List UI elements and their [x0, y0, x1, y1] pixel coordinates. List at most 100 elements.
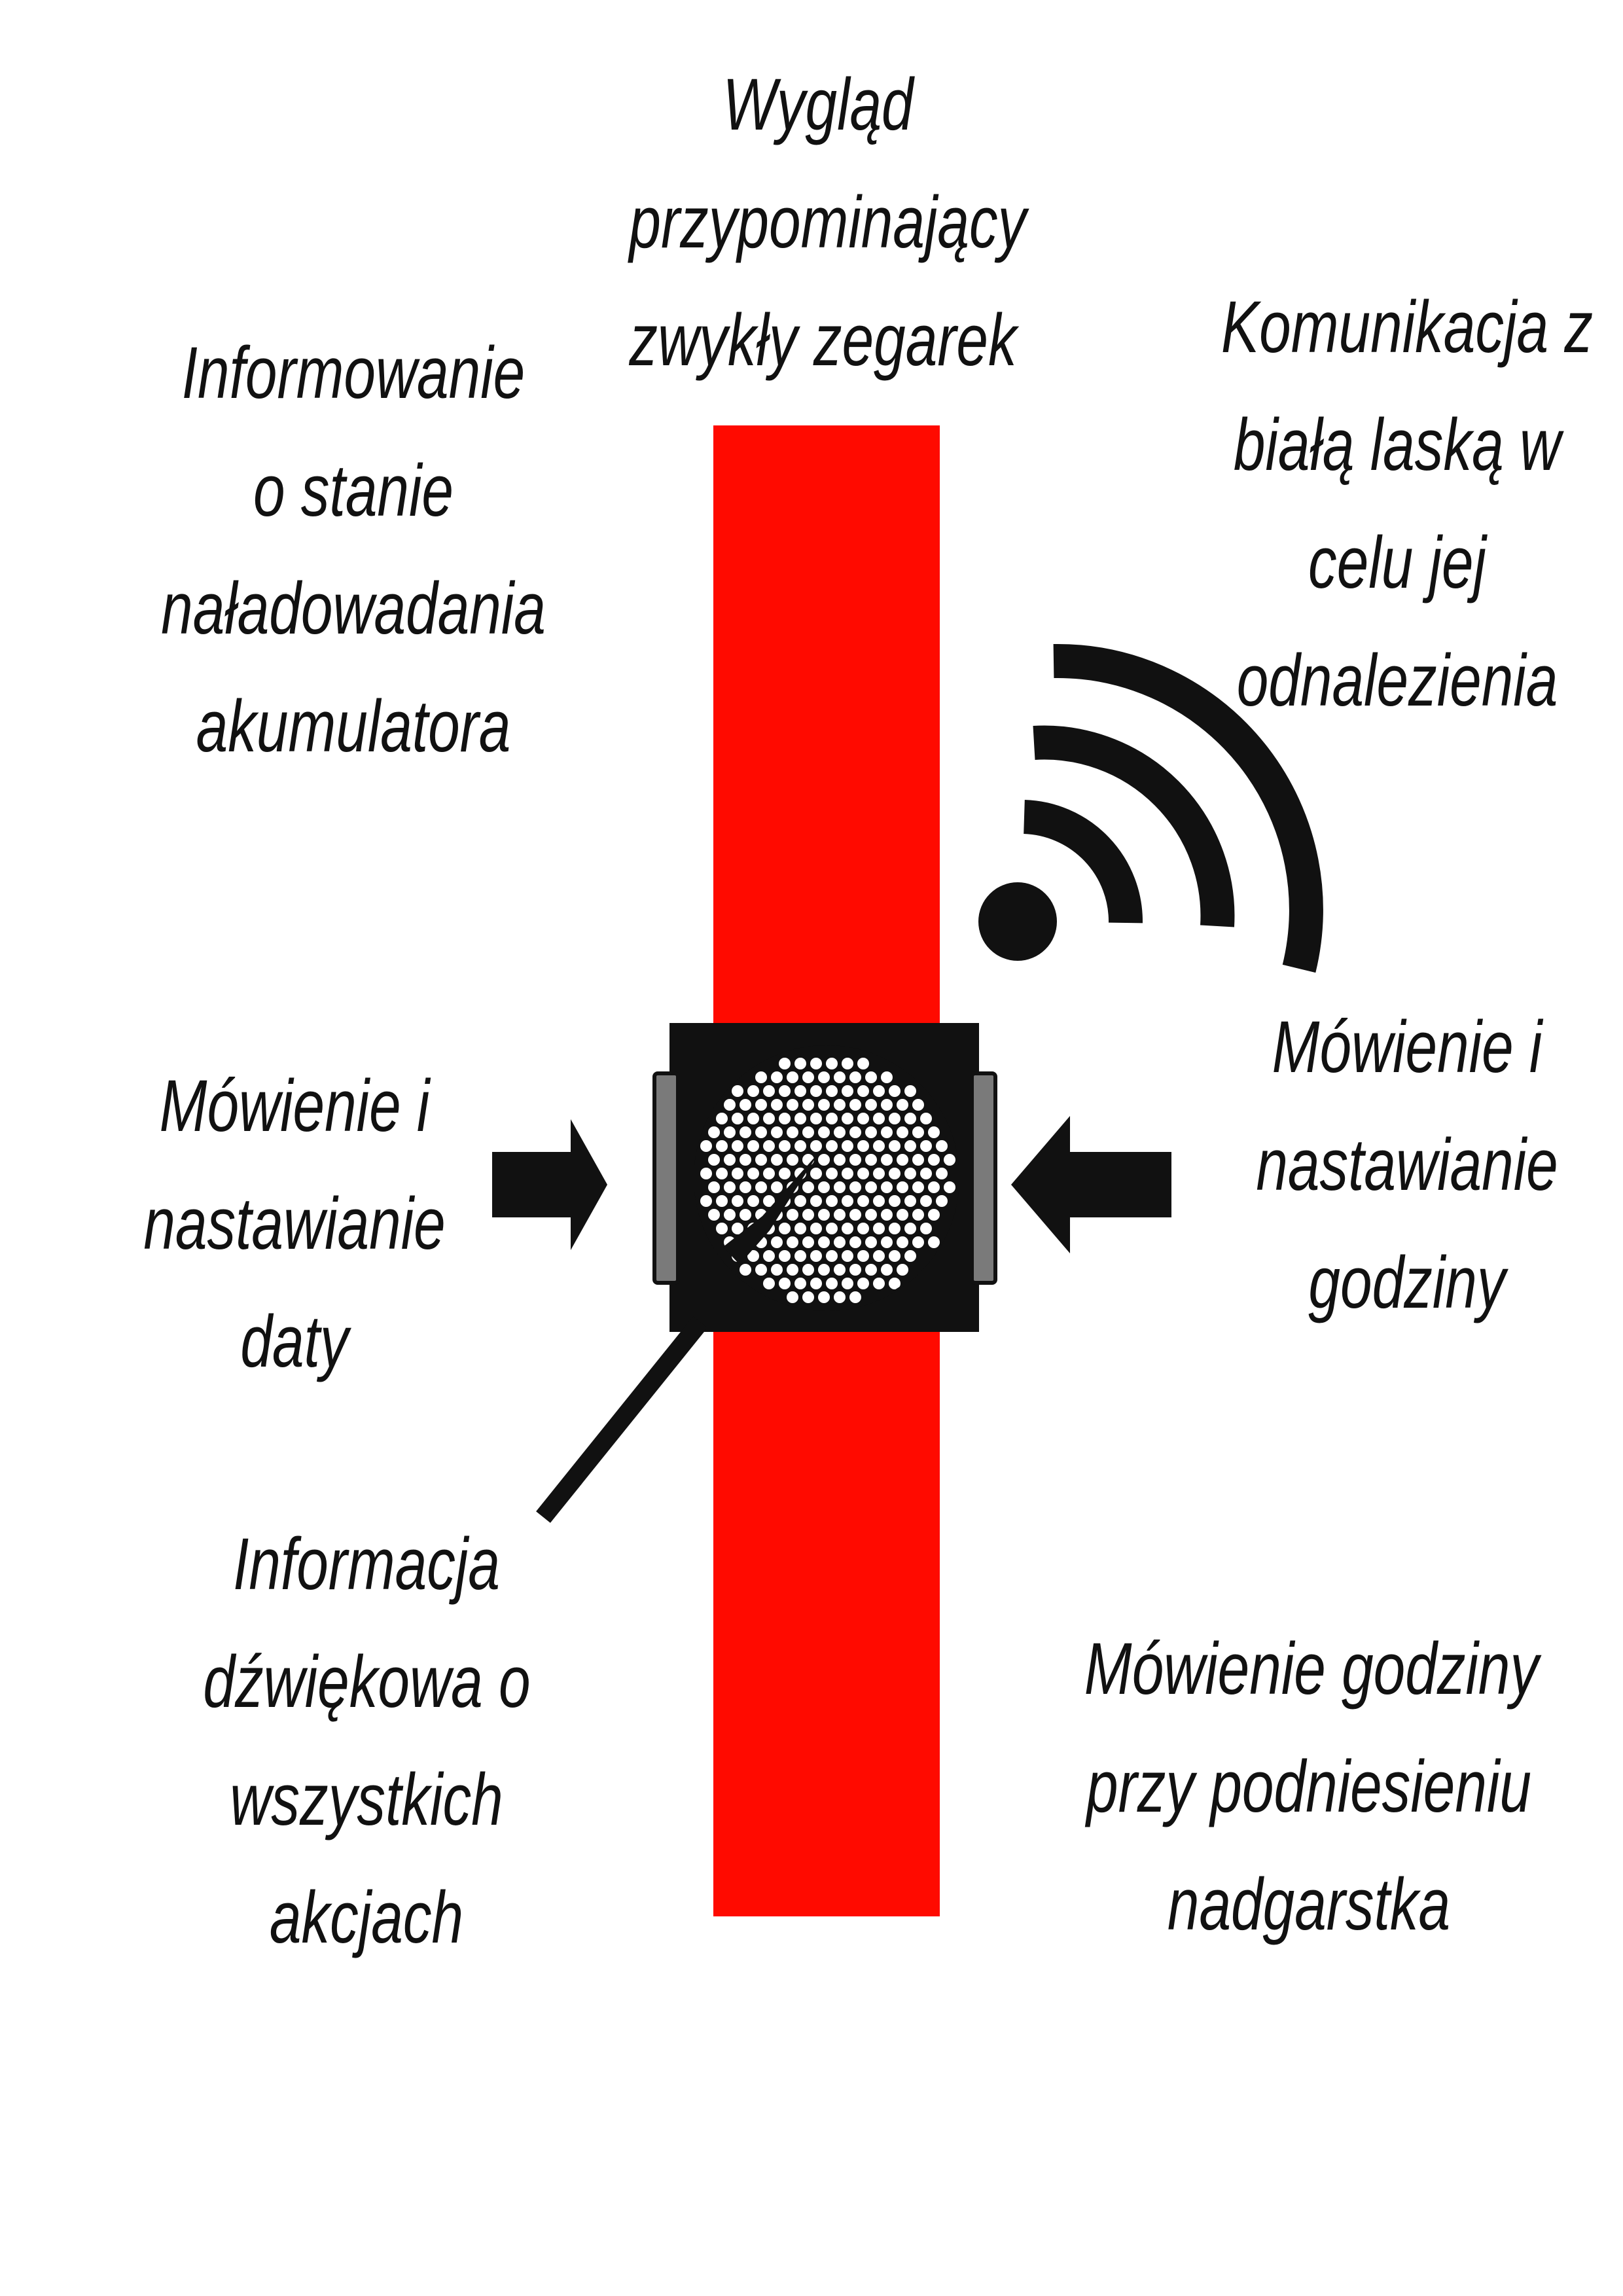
speaker-hole [889, 1223, 901, 1234]
speaker-hole [802, 1126, 814, 1138]
speaker-hole [842, 1113, 853, 1124]
speaker-hole [834, 1099, 846, 1111]
speaker-hole [920, 1223, 932, 1234]
speaker-hole [740, 1154, 751, 1166]
time-arrow-icon [1011, 1116, 1171, 1253]
speaker-hole [873, 1278, 885, 1289]
speaker-hole [912, 1099, 924, 1111]
speaker-hole [794, 1058, 806, 1069]
speaker-hole [897, 1236, 908, 1248]
speaker-hole [818, 1099, 830, 1111]
speaker-hole [802, 1154, 814, 1166]
speaker-grille-icon [700, 1058, 955, 1303]
label-time: Mówienie i nastawianie godziny [1256, 1006, 1558, 1323]
speaker-hole [873, 1113, 885, 1124]
sound-pointer-line [536, 1316, 707, 1523]
speaker-hole [802, 1236, 814, 1248]
speaker-hole [849, 1264, 861, 1276]
speaker-hole [755, 1264, 767, 1276]
speaker-hole [865, 1181, 877, 1193]
speaker-hole [755, 1126, 767, 1138]
speaker-hole [865, 1071, 877, 1083]
speaker-hole [802, 1264, 814, 1276]
speaker-hole [708, 1209, 720, 1221]
speaker-hole [881, 1181, 893, 1193]
speaker-hole [873, 1250, 885, 1262]
speaker-hole [787, 1291, 798, 1303]
speaker-hole [936, 1195, 948, 1207]
speaker-hole [904, 1140, 916, 1152]
speaker-hole [763, 1278, 775, 1289]
speaker-hole [810, 1250, 822, 1262]
speaker-hole [818, 1264, 830, 1276]
speaker-hole [936, 1140, 948, 1152]
speaker-hole [849, 1071, 861, 1083]
speaker-hole [826, 1058, 838, 1069]
speaker-hole [787, 1236, 798, 1248]
speaker-hole [700, 1168, 712, 1179]
speaker-hole [857, 1195, 869, 1207]
speaker-hole [904, 1195, 916, 1207]
speaker-hole [771, 1126, 783, 1138]
speaker-hole [802, 1071, 814, 1083]
speaker-hole [826, 1168, 838, 1179]
speaker-hole [904, 1085, 916, 1097]
speaker-hole [857, 1250, 869, 1262]
speaker-hole [818, 1071, 830, 1083]
speaker-hole [842, 1278, 853, 1289]
speaker-hole [889, 1168, 901, 1179]
speaker-hole [881, 1126, 893, 1138]
speaker-hole [904, 1223, 916, 1234]
speaker-hole [897, 1154, 908, 1166]
speaker-hole [873, 1195, 885, 1207]
speaker-hole [763, 1085, 775, 1097]
speaker-hole [849, 1181, 861, 1193]
speaker-hole [897, 1099, 908, 1111]
speaker-hole [889, 1085, 901, 1097]
speaker-hole [842, 1250, 853, 1262]
speaker-hole [779, 1278, 791, 1289]
speaker-hole [747, 1113, 759, 1124]
speaker-hole [732, 1140, 743, 1152]
speaker-hole [873, 1085, 885, 1097]
speaker-hole [740, 1099, 751, 1111]
speaker-hole [732, 1195, 743, 1207]
speaker-hole [810, 1113, 822, 1124]
speaker-hole [920, 1195, 932, 1207]
date-button [652, 1071, 680, 1285]
speaker-hole [849, 1236, 861, 1248]
speaker-hole [779, 1223, 791, 1234]
speaker-hole [763, 1195, 775, 1207]
speaker-hole [834, 1071, 846, 1083]
speaker-hole [787, 1126, 798, 1138]
speaker-hole [897, 1264, 908, 1276]
speaker-hole [912, 1154, 924, 1166]
speaker-hole [920, 1140, 932, 1152]
speaker-hole [755, 1099, 767, 1111]
speaker-hole [928, 1154, 940, 1166]
speaker-hole [794, 1278, 806, 1289]
speaker-hole [818, 1291, 830, 1303]
speaker-hole [826, 1195, 838, 1207]
speaker-hole [881, 1071, 893, 1083]
watch-hand-icon [723, 1152, 819, 1265]
speaker-hole [897, 1181, 908, 1193]
speaker-hole [857, 1278, 869, 1289]
speaker-hole [842, 1195, 853, 1207]
speaker-hole [849, 1291, 861, 1303]
speaker-hole [826, 1113, 838, 1124]
speaker-hole [857, 1058, 869, 1069]
speaker-hole [787, 1071, 798, 1083]
speaker-hole [849, 1099, 861, 1111]
speaker-hole [912, 1181, 924, 1193]
speaker-hole [865, 1154, 877, 1166]
speaker-hole [944, 1154, 955, 1166]
speaker-hole [763, 1113, 775, 1124]
speaker-hole [747, 1168, 759, 1179]
speaker-hole [842, 1085, 853, 1097]
speaker-hole [857, 1140, 869, 1152]
speaker-hole [857, 1223, 869, 1234]
speaker-hole [716, 1223, 728, 1234]
speaker-hole [928, 1209, 940, 1221]
